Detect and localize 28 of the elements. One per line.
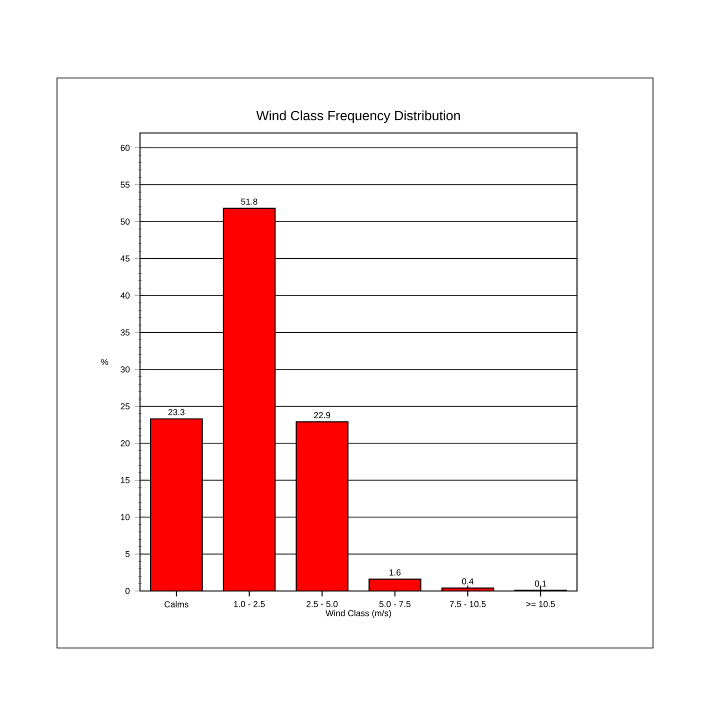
y-tick-label: 15 bbox=[120, 477, 130, 484]
y-tick-label: 50 bbox=[120, 218, 130, 225]
y-tick-label: 30 bbox=[120, 366, 130, 372]
chart-title: Wind Class Frequency Distribution bbox=[256, 110, 460, 123]
y-axis-title: % bbox=[101, 358, 108, 366]
x-tick-label: 2.5 - 5.0 bbox=[306, 601, 338, 608]
x-axis-title: Wind Class (m/s) bbox=[326, 610, 391, 618]
y-tick-label: 45 bbox=[120, 256, 130, 262]
y-tick-label: 0 bbox=[125, 588, 130, 594]
data-label: 1.6 bbox=[390, 569, 401, 576]
y-tick-label: 20 bbox=[120, 440, 130, 446]
y-tick-label: 35 bbox=[120, 329, 130, 336]
x-tick-label: Calms bbox=[164, 601, 188, 608]
y-tick-label: 60 bbox=[120, 144, 130, 151]
data-label: 23.3 bbox=[168, 409, 184, 416]
x-tick-label: 7.5 - 10.5 bbox=[450, 601, 486, 608]
data-label: 22.9 bbox=[314, 412, 330, 418]
x-tick-label: 5.0 - 7.5 bbox=[379, 601, 410, 608]
y-tick-label: 25 bbox=[120, 403, 130, 410]
x-tick-label: 1.0 - 2.5 bbox=[234, 601, 265, 608]
data-label: 51.8 bbox=[241, 198, 258, 205]
y-tick-label: 5 bbox=[125, 551, 130, 558]
y-tick-label: 10 bbox=[120, 514, 130, 520]
x-tick-label: >= 10.5 bbox=[526, 601, 555, 608]
data-label: 0.1 bbox=[534, 580, 546, 587]
y-tick-label: 40 bbox=[120, 292, 130, 299]
y-tick-label: 55 bbox=[120, 182, 130, 188]
data-label: 0.4 bbox=[462, 578, 474, 584]
